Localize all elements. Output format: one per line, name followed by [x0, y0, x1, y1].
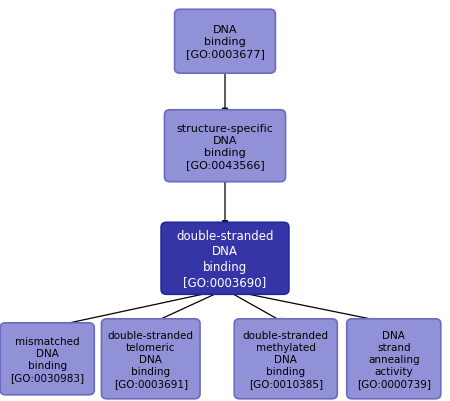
- Text: DNA
binding
[GO:0003677]: DNA binding [GO:0003677]: [185, 25, 265, 59]
- FancyBboxPatch shape: [102, 319, 200, 399]
- Text: structure-specific
DNA
binding
[GO:0043566]: structure-specific DNA binding [GO:00435…: [176, 124, 274, 169]
- Text: DNA
strand
annealing
activity
[GO:0000739]: DNA strand annealing activity [GO:000073…: [357, 330, 431, 388]
- Text: mismatched
DNA
binding
[GO:0030983]: mismatched DNA binding [GO:0030983]: [10, 336, 84, 382]
- FancyBboxPatch shape: [234, 319, 338, 399]
- Text: double-stranded
DNA
binding
[GO:0003690]: double-stranded DNA binding [GO:0003690]: [176, 229, 274, 288]
- FancyBboxPatch shape: [175, 10, 275, 74]
- Text: double-stranded
telomeric
DNA
binding
[GO:0003691]: double-stranded telomeric DNA binding [G…: [108, 330, 194, 388]
- FancyBboxPatch shape: [0, 323, 94, 395]
- FancyBboxPatch shape: [165, 111, 286, 182]
- FancyBboxPatch shape: [346, 319, 441, 399]
- FancyBboxPatch shape: [161, 223, 289, 294]
- Text: double-stranded
methylated
DNA
binding
[GO:0010385]: double-stranded methylated DNA binding […: [243, 330, 329, 388]
